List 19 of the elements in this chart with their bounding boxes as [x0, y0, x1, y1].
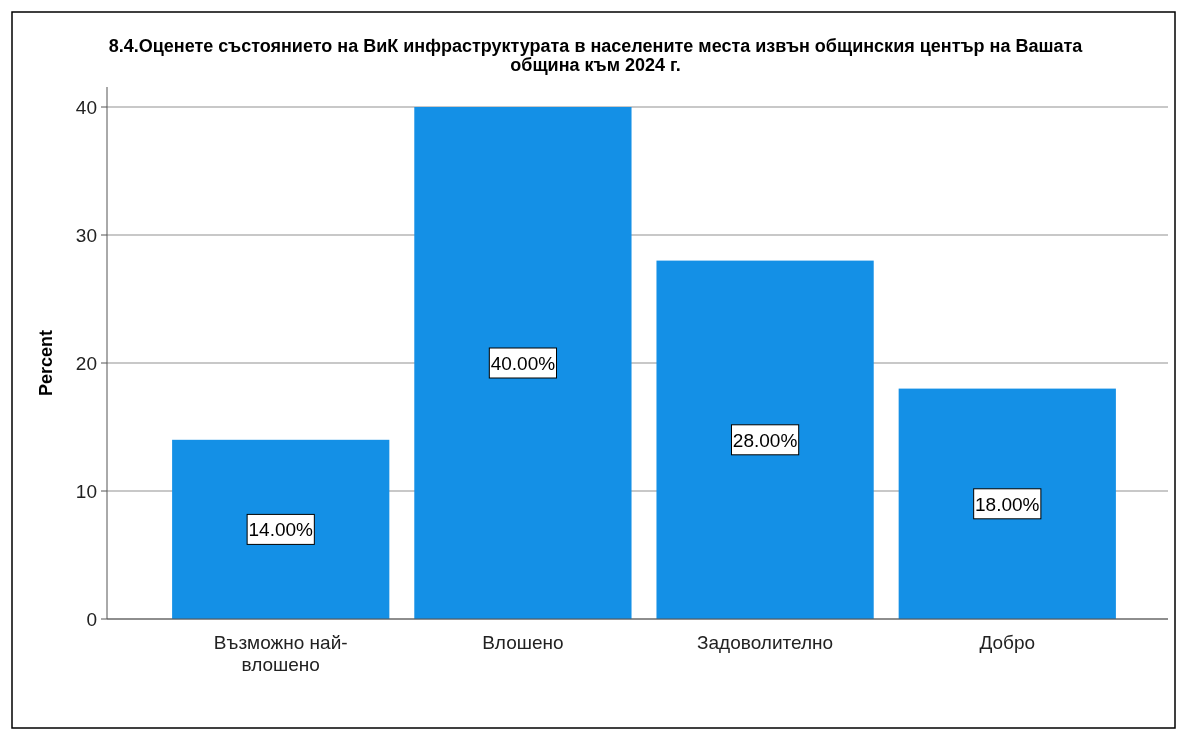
data-label: 28.00%: [732, 429, 798, 451]
y-tick-label: 40: [75, 97, 97, 118]
bar: [172, 439, 390, 619]
x-tick-label: Влошено: [482, 632, 564, 653]
y-tick-label: 30: [75, 225, 97, 246]
chart-title: 8.4.Оценете състоянието на ВиК инфраструктурата в населените места извън общинския център на Вашата община към 2024 г.: [108, 36, 1084, 75]
x-tick-label: Добро: [979, 632, 1036, 653]
y-tick-label: 20: [75, 353, 97, 374]
y-tick-label: 0: [86, 609, 97, 630]
y-axis-title: Percent: [36, 329, 56, 397]
x-tick-label: Задоволително: [697, 632, 834, 653]
bar: [898, 388, 1116, 619]
data-label: 14.00%: [248, 519, 314, 541]
data-label: 40.00%: [490, 353, 556, 374]
bar: [656, 260, 874, 619]
y-tick-label: 10: [75, 481, 97, 502]
x-tick-label: Възможно най-влошено: [213, 632, 348, 675]
data-label: 18.00%: [975, 493, 1040, 515]
bar: [414, 107, 632, 619]
